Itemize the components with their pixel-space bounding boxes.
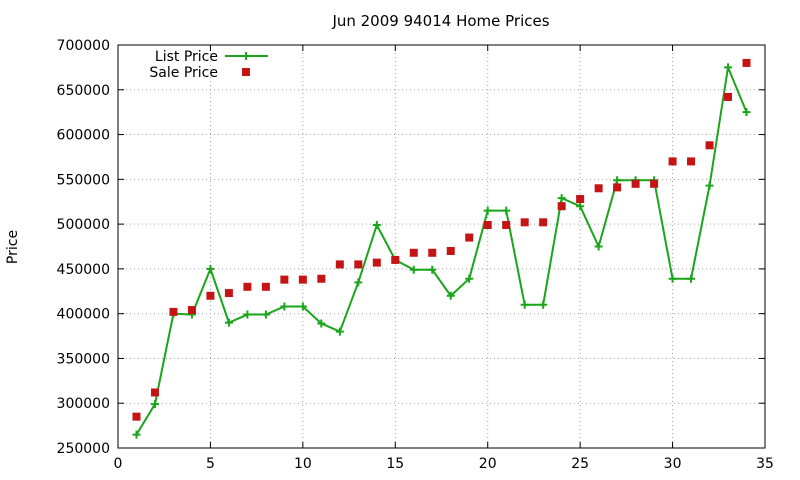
- list-price-point: [317, 319, 326, 328]
- sale-price-point: [224, 289, 233, 298]
- list-price-point: [409, 265, 418, 274]
- list-price-point: [298, 302, 307, 311]
- sale-price-point: [687, 157, 696, 166]
- list-price-point: [613, 176, 622, 185]
- axis-ticks: 0 5 10 15 20 25 30 35 250000 300000 350000 400000 45…: [57, 38, 774, 472]
- sale-price-point: [243, 282, 252, 291]
- list-price-point: [539, 300, 548, 309]
- x-tick-label: 10: [294, 456, 312, 472]
- list-price-point: [261, 310, 270, 319]
- y-tick-label: 450000: [57, 262, 110, 278]
- list-price-point: [668, 274, 677, 283]
- list-price-point: [557, 194, 566, 203]
- list-price-point: [520, 300, 529, 309]
- sale-price-point: [557, 202, 566, 211]
- x-tick-label: 20: [479, 456, 497, 472]
- x-tick-label: 0: [114, 456, 123, 472]
- sale-price-point: [169, 307, 178, 316]
- y-tick-label: 300000: [57, 396, 110, 412]
- y-tick-label: 400000: [57, 307, 110, 323]
- y-axis-label: Price: [5, 230, 21, 264]
- sale-price-point: [724, 92, 733, 101]
- list-price-point: [132, 430, 141, 439]
- x-tick-label: 35: [756, 456, 774, 472]
- sale-price-point: [539, 218, 548, 227]
- sale-price-point: [576, 195, 585, 204]
- y-tick-label: 600000: [57, 128, 110, 144]
- sale-price-point: [298, 275, 307, 284]
- sale-price-point: [502, 221, 511, 230]
- list-price-point: [206, 264, 215, 273]
- sale-price-point: [335, 260, 344, 269]
- legend-label-sale-price: Sale Price: [149, 65, 218, 81]
- list-price-point: [428, 265, 437, 274]
- list-price-point: [502, 206, 511, 215]
- sale-price-point: [261, 282, 270, 291]
- list-price-point: [280, 302, 289, 311]
- sale-price-point: [391, 255, 400, 264]
- sale-price-point: [187, 306, 196, 315]
- sale-price-point: [280, 275, 289, 284]
- sale-price-point: [705, 141, 714, 150]
- y-tick-label: 650000: [57, 83, 110, 99]
- series-layer: [132, 58, 751, 439]
- list-price-point: [372, 221, 381, 230]
- sale-price-point: [742, 58, 751, 67]
- legend-label-list-price: List Price: [155, 49, 218, 65]
- y-tick-label: 500000: [57, 217, 110, 233]
- x-tick-label: 30: [664, 456, 682, 472]
- list-price-point: [243, 310, 252, 319]
- y-tick-label: 250000: [57, 441, 110, 457]
- list-price-point: [354, 278, 363, 287]
- list-price-point: [150, 400, 159, 409]
- y-tick-label: 700000: [57, 38, 110, 54]
- legend: List Price Sale Price: [149, 49, 268, 81]
- sale-price-point: [668, 157, 677, 166]
- x-tick-label: 15: [386, 456, 404, 472]
- x-tick-label: 25: [571, 456, 589, 472]
- sale-price-point: [650, 179, 659, 188]
- sale-price-point: [354, 260, 363, 269]
- sale-price-point: [520, 218, 529, 227]
- sale-price-point: [483, 221, 492, 230]
- sale-price-point: [465, 233, 474, 242]
- sale-price-point: [317, 274, 326, 283]
- list-price-point: [224, 318, 233, 327]
- list-price-line: [135, 63, 748, 436]
- x-tick-label: 5: [206, 456, 215, 472]
- sale-price-point: [372, 258, 381, 267]
- list-price-point: [687, 274, 696, 283]
- list-price-point: [742, 108, 751, 117]
- list-price-point: [465, 274, 474, 283]
- plot-border: [117, 44, 766, 449]
- legend-marker-sale-price: [242, 68, 250, 76]
- list-price-point: [594, 242, 603, 251]
- list-price-point: [576, 202, 585, 211]
- list-price-point: [705, 181, 714, 190]
- grid: [118, 45, 765, 448]
- list-price-point: [335, 327, 344, 336]
- sale-price-point: [409, 248, 418, 257]
- chart-title: Jun 2009 94014 Home Prices: [331, 12, 549, 30]
- sale-price-point: [150, 388, 159, 397]
- y-tick-label: 350000: [57, 351, 110, 367]
- list-price-point: [446, 291, 455, 300]
- legend-marker-list-price: [242, 52, 250, 60]
- sale-price-point: [446, 246, 455, 255]
- sale-price-point: [594, 184, 603, 193]
- list-price-point: [483, 206, 492, 215]
- sale-price-point: [428, 248, 437, 257]
- sale-price-point: [206, 291, 215, 300]
- list-price-point: [724, 63, 733, 72]
- sale-price-point: [613, 183, 622, 192]
- y-tick-label: 550000: [57, 172, 110, 188]
- sale-price-point: [631, 179, 640, 188]
- sale-price-point: [132, 412, 141, 421]
